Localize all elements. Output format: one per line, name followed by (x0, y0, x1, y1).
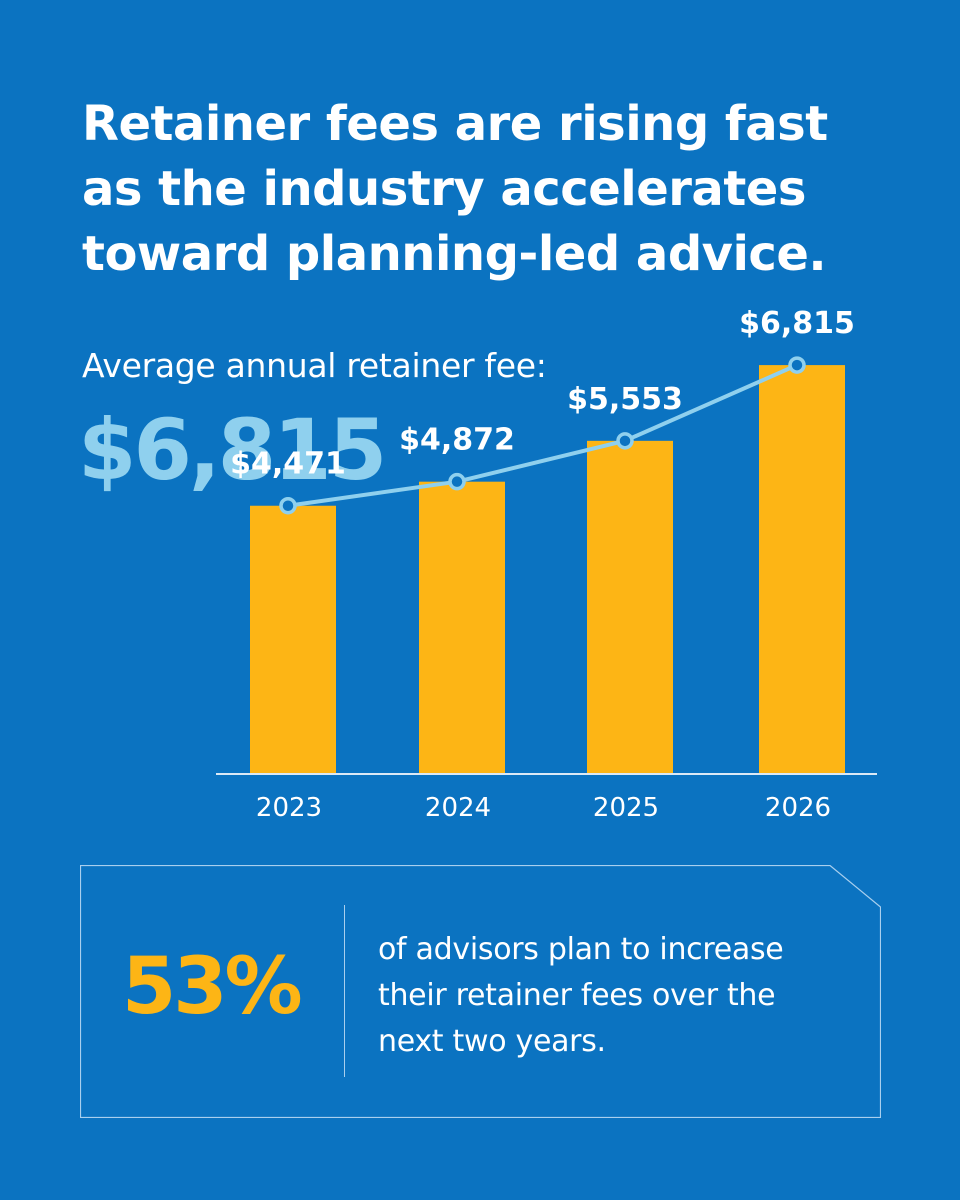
bar-2026 (759, 365, 845, 774)
x-tick-label: 2024 (425, 793, 491, 823)
callout-text-line: next two years. (378, 1024, 606, 1059)
data-label: $6,815 (739, 306, 855, 341)
trend-point-2023 (279, 496, 297, 515)
retainer-fee-chart: 2023 2024 2025 2026 $4,471 $4,872 $5,553 $6,815 (216, 306, 877, 823)
headline: Retainer fees are rising fast as the ind… (82, 92, 902, 287)
bar-2024 (419, 481, 505, 774)
callout-divider (344, 905, 345, 1077)
callout-stat: 53% (122, 942, 303, 1032)
trend-line (287, 363, 798, 508)
kpi-value: $6,815 (78, 401, 387, 499)
x-tick-label: 2023 (256, 793, 322, 823)
x-tick-label: 2025 (593, 793, 659, 823)
trend-point-2024 (448, 472, 466, 491)
data-label: $5,553 (567, 382, 683, 417)
callout-text-line: of advisors plan to increase (378, 932, 784, 967)
bar-2023 (250, 505, 336, 774)
trend-point-2025 (616, 432, 634, 450)
x-tick-label: 2026 (765, 793, 831, 823)
data-label: $4,471 (230, 447, 346, 482)
data-label: $4,872 (399, 423, 515, 458)
headline-line: toward planning-led advice. (82, 226, 827, 282)
callout-box: 53% of advisors plan to increase their r… (80, 865, 881, 1118)
headline-line: as the industry accelerates (82, 161, 806, 217)
callout-text: of advisors plan to increase their retai… (378, 927, 858, 1065)
trend-point-2026 (788, 356, 806, 374)
callout-text-line: their retainer fees over the (378, 978, 776, 1013)
kpi-label: Average annual retainer fee: (82, 346, 547, 385)
bar-2025 (587, 440, 673, 774)
headline-line: Retainer fees are rising fast (82, 96, 828, 152)
callout-border (80, 865, 881, 1118)
